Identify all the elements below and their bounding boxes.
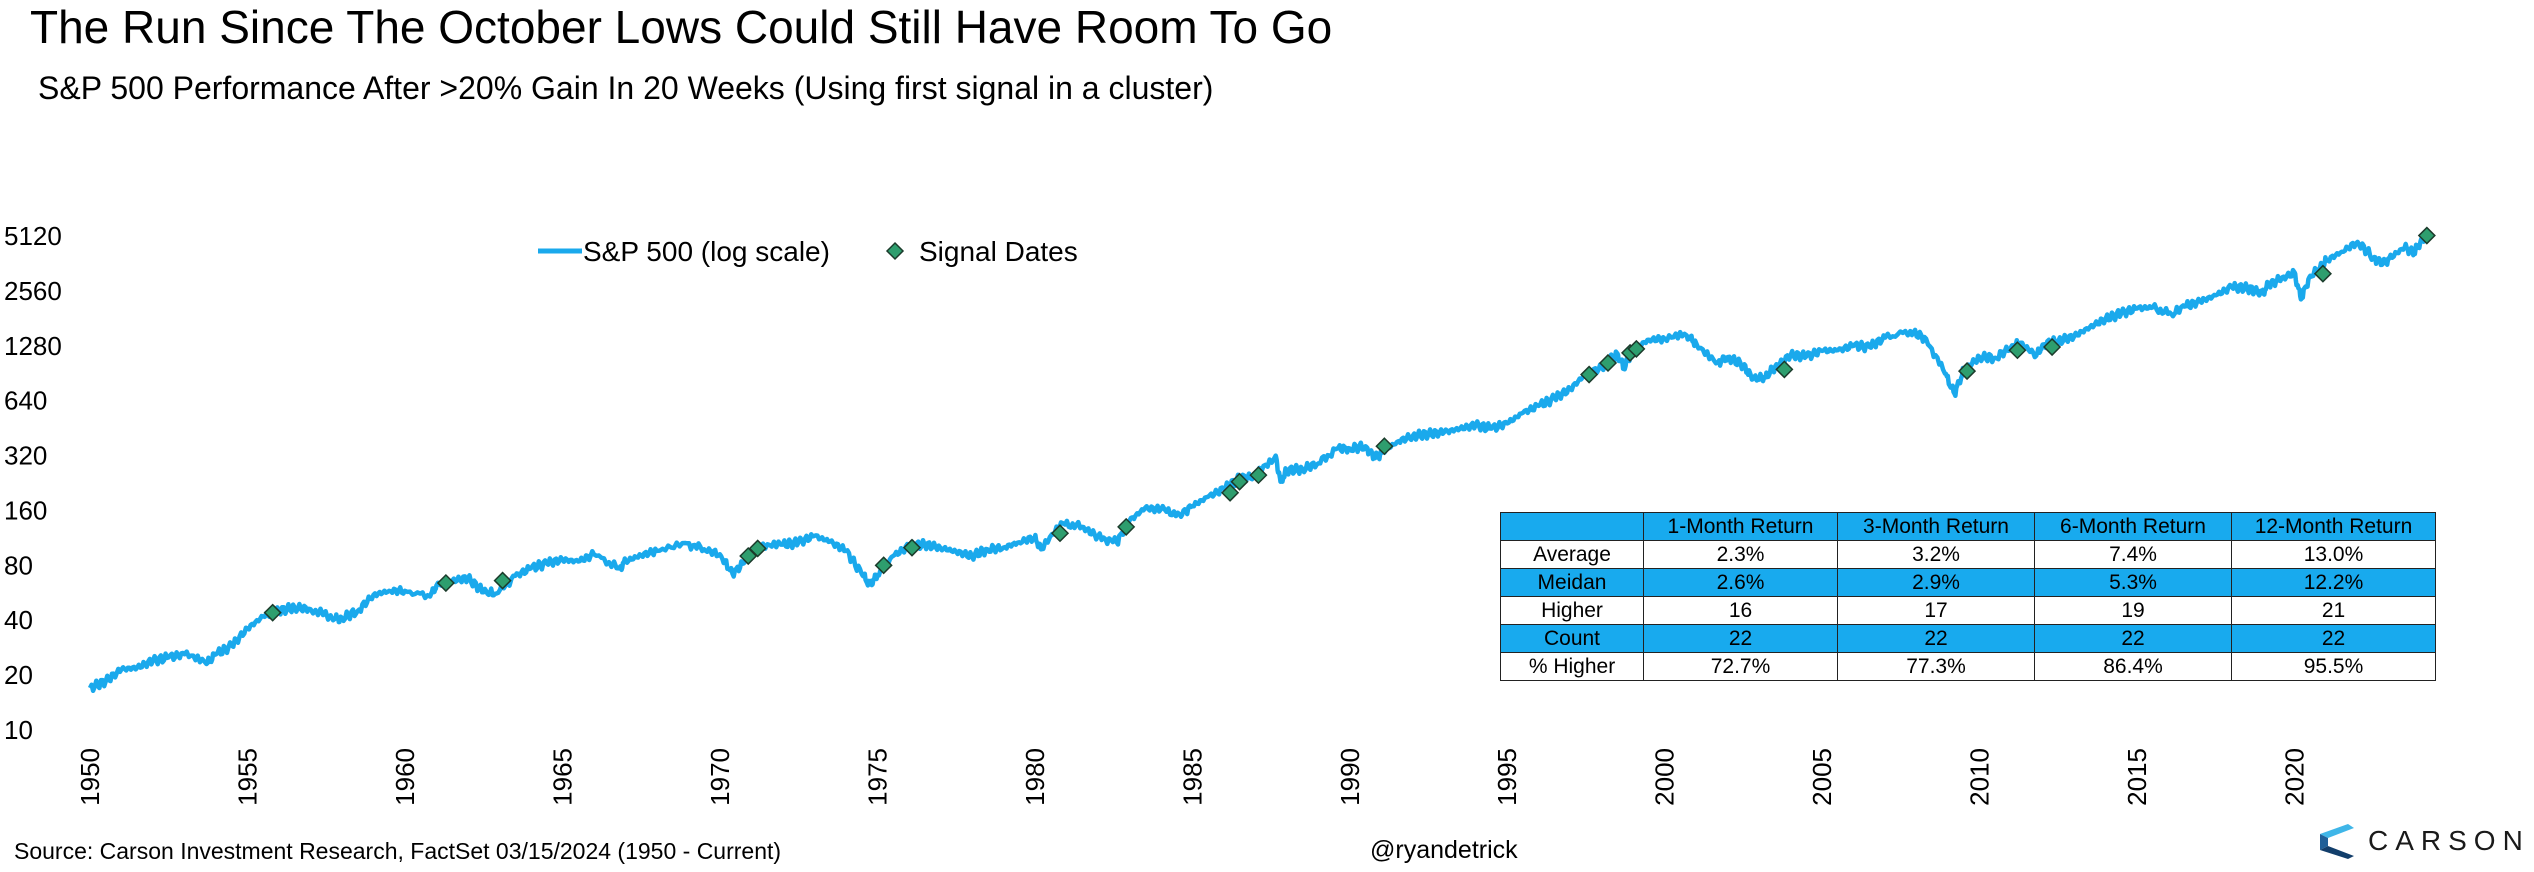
signal-marker <box>2313 264 2332 283</box>
table-cell: 22 <box>1837 624 2035 653</box>
x-tick-label: 1990 <box>1335 748 1365 806</box>
x-tick-label: 1995 <box>1492 748 1522 806</box>
signal-marker <box>1957 362 1977 381</box>
y-tick-label: 640 <box>4 386 47 416</box>
table-cell: 17 <box>1837 596 2035 625</box>
table-cell: 22 <box>1643 624 1838 653</box>
table-cell: 2.6% <box>1643 568 1838 597</box>
table-cell: 22 <box>2231 624 2436 653</box>
brand-logo: CARSON <box>2318 822 2530 860</box>
x-tick-label: 1985 <box>1177 748 1207 806</box>
y-tick-label: 80 <box>4 550 33 580</box>
table-cell: 22 <box>2034 624 2232 653</box>
signal-marker <box>1627 339 1646 358</box>
y-tick-label: 1280 <box>4 331 62 361</box>
table-cell: 3.2% <box>1837 540 2035 569</box>
table-header-cell <box>1500 512 1644 541</box>
author-handle: @ryandetrick <box>1370 836 1518 864</box>
y-tick-label: 2560 <box>4 276 62 306</box>
table-cell: 72.7% <box>1643 652 1838 681</box>
x-tick-label: 1955 <box>232 748 262 806</box>
table-cell: 86.4% <box>2034 652 2232 681</box>
signal-marker <box>748 539 767 558</box>
y-axis: 10 20 40 80 160 320 640 1280 2560 5120 <box>4 221 62 745</box>
table-row: Average 2.3% 3.2% 7.4% 13.0% <box>1500 540 2436 569</box>
x-axis: 1950 1955 1960 1965 1970 1975 1980 1985 1990 1995… <box>75 748 2310 806</box>
table-cell: 12.2% <box>2231 568 2436 597</box>
legend-marker-swatch <box>885 241 905 261</box>
signal-marker <box>1117 517 1136 536</box>
y-tick-label: 40 <box>4 605 33 635</box>
y-tick-label: 160 <box>4 495 47 525</box>
table-cell: 13.0% <box>2231 540 2436 569</box>
source-note: Source: Carson Investment Research, Fact… <box>14 838 782 864</box>
table-cell: 7.4% <box>2034 540 2232 569</box>
x-tick-label: 1960 <box>390 748 420 806</box>
x-tick-label: 1980 <box>1020 748 1050 806</box>
page-title: The Run Since The October Lows Could Sti… <box>30 1 1333 53</box>
table-header-row: 1-Month Return 3-Month Return 6-Month Re… <box>1500 512 2436 541</box>
returns-table: 1-Month Return 3-Month Return 6-Month Re… <box>1500 512 2436 681</box>
signal-marker <box>1598 353 1618 373</box>
signal-marker <box>2417 226 2436 245</box>
x-tick-label: 2000 <box>1650 748 1680 806</box>
x-tick-label: 2005 <box>1807 748 1837 806</box>
table-cell: 16 <box>1643 596 1838 625</box>
table-cell: 19 <box>2034 596 2232 625</box>
x-tick-label: 1965 <box>547 748 577 806</box>
signal-marker <box>436 573 455 593</box>
table-row: Meidan 2.6% 2.9% 5.3% 12.2% <box>1500 568 2436 597</box>
signal-marker <box>1230 472 1249 491</box>
signal-marker <box>2043 337 2062 357</box>
table-cell: 5.3% <box>2034 568 2232 597</box>
x-tick-label: 2015 <box>2122 748 2152 806</box>
table-row-label: Count <box>1500 624 1644 653</box>
signal-marker <box>263 603 282 622</box>
x-tick-label: 1975 <box>862 748 892 806</box>
x-tick-label: 2010 <box>1965 748 1995 806</box>
table-header-cell: 1-Month Return <box>1643 512 1838 541</box>
table-cell: 2.3% <box>1643 540 1838 569</box>
table-row: Higher 16 17 19 21 <box>1500 596 2436 625</box>
y-tick-label: 10 <box>4 715 33 745</box>
table-header-cell: 12-Month Return <box>2231 512 2436 541</box>
brand-name: CARSON <box>2368 825 2530 856</box>
table-row: Count 22 22 22 22 <box>1500 624 2436 653</box>
table-row: % Higher 72.7% 77.3% 86.4% 95.5% <box>1500 652 2436 681</box>
x-tick-label: 1950 <box>75 748 105 806</box>
y-tick-label: 320 <box>4 441 47 471</box>
series-group <box>87 226 2436 694</box>
legend-label-signals: Signal Dates <box>919 236 1078 267</box>
table-row-label: Meidan <box>1500 568 1644 597</box>
signal-marker <box>874 556 893 575</box>
signal-marker <box>1221 483 1240 502</box>
table-header-cell: 6-Month Return <box>2034 512 2232 541</box>
chart-subtitle: S&P 500 Performance After >20% Gain In 2… <box>38 70 1214 106</box>
table-row-label: % Higher <box>1500 652 1644 681</box>
carson-logo-icon <box>2320 824 2354 859</box>
signal-marker <box>1775 360 1794 379</box>
table-header-cell: 3-Month Return <box>1837 512 2035 541</box>
signal-marker <box>1249 466 1268 485</box>
signal-marker <box>2008 341 2027 360</box>
table-cell: 77.3% <box>1837 652 2035 681</box>
y-tick-label: 5120 <box>4 221 62 251</box>
signal-marker <box>1050 524 1070 543</box>
table-row-label: Higher <box>1500 596 1644 625</box>
legend-label-sp500: S&P 500 (log scale) <box>583 236 830 267</box>
table-row-label: Average <box>1500 540 1644 569</box>
table-cell: 21 <box>2231 596 2436 625</box>
signal-marker <box>493 571 512 590</box>
x-tick-label: 2020 <box>2280 748 2310 806</box>
legend: S&P 500 (log scale) Signal Dates <box>538 236 1078 267</box>
signal-marker <box>902 538 922 557</box>
table-cell: 95.5% <box>2231 652 2436 681</box>
signal-marker <box>1375 437 1394 456</box>
signal-marker <box>1580 365 1599 384</box>
y-tick-label: 20 <box>4 660 33 690</box>
table-cell: 2.9% <box>1837 568 2035 597</box>
x-tick-label: 1970 <box>705 748 735 806</box>
